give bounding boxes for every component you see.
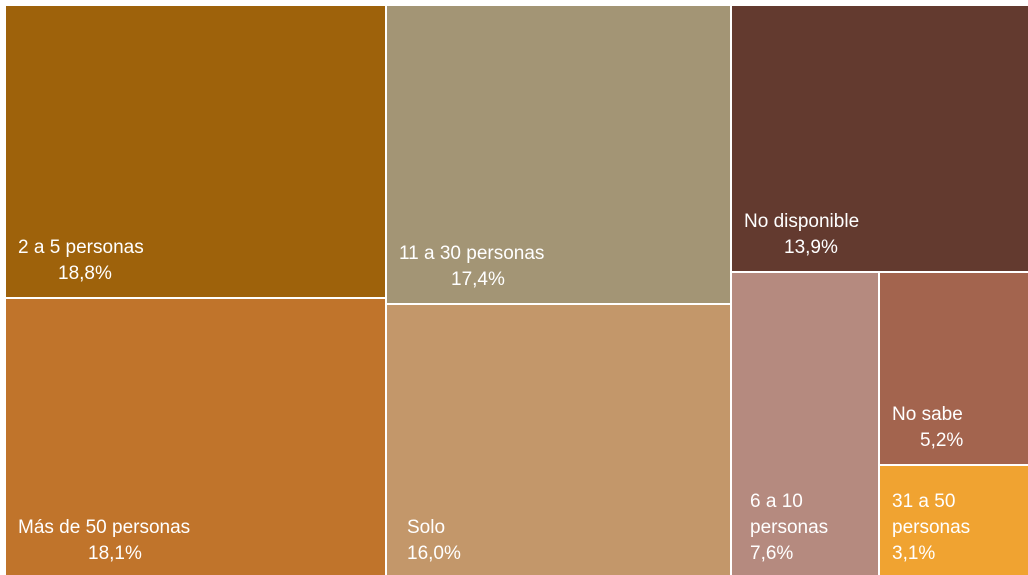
tile-category-label: Más de 50 personas — [18, 517, 191, 538]
treemap-tile: 2 a 5 personas 18,8% — [6, 6, 385, 297]
tile-category-label: Solo — [407, 517, 446, 538]
tile-category-label: 31 a 50 — [892, 491, 956, 512]
tile-category-label: No disponible — [744, 211, 860, 232]
tile-label: No disponible 13,9% — [744, 209, 859, 261]
tile-label: Más de 50 personas 18,1% — [18, 515, 190, 567]
treemap-tile: 6 a 10 personas 7,6% — [732, 273, 878, 575]
treemap-tile: 11 a 30 personas 17,4% — [387, 6, 730, 303]
tile-category-label: personas — [750, 517, 829, 538]
tile-value-label: 7,6% — [750, 543, 794, 564]
tile-category-label: No sabe — [892, 404, 963, 425]
tile-value-label: 16,0% — [407, 543, 461, 564]
tile-label: No sabe 5,2% — [892, 402, 963, 454]
treemap-tile: Más de 50 personas 18,1% — [6, 299, 385, 575]
tile-value-label: 18,8% — [58, 263, 112, 284]
tile-label: 31 a 50 personas 3,1% — [892, 489, 970, 567]
tile-category-label: 6 a 10 — [750, 491, 803, 512]
treemap-tile: Solo 16,0% — [387, 305, 730, 575]
tile-value-label: 13,9% — [784, 237, 838, 258]
tile-category-label: 11 a 30 personas — [399, 243, 545, 264]
tile-label: 11 a 30 personas 17,4% — [399, 241, 544, 293]
tile-category-label: personas — [892, 517, 971, 538]
tile-category-label: 2 a 5 personas — [18, 237, 144, 258]
tile-label: Solo 16,0% — [407, 515, 461, 567]
treemap-tile: No sabe 5,2% — [880, 273, 1028, 464]
tile-label: 6 a 10 personas 7,6% — [750, 489, 828, 567]
tile-value-label: 5,2% — [920, 430, 964, 451]
treemap-tile: 31 a 50 personas 3,1% — [880, 466, 1028, 575]
tile-value-label: 17,4% — [451, 269, 505, 290]
tile-value-label: 3,1% — [892, 543, 936, 564]
tile-value-label: 18,1% — [88, 543, 142, 564]
treemap-tile: No disponible 13,9% — [732, 6, 1028, 271]
tile-label: 2 a 5 personas 18,8% — [18, 235, 144, 287]
